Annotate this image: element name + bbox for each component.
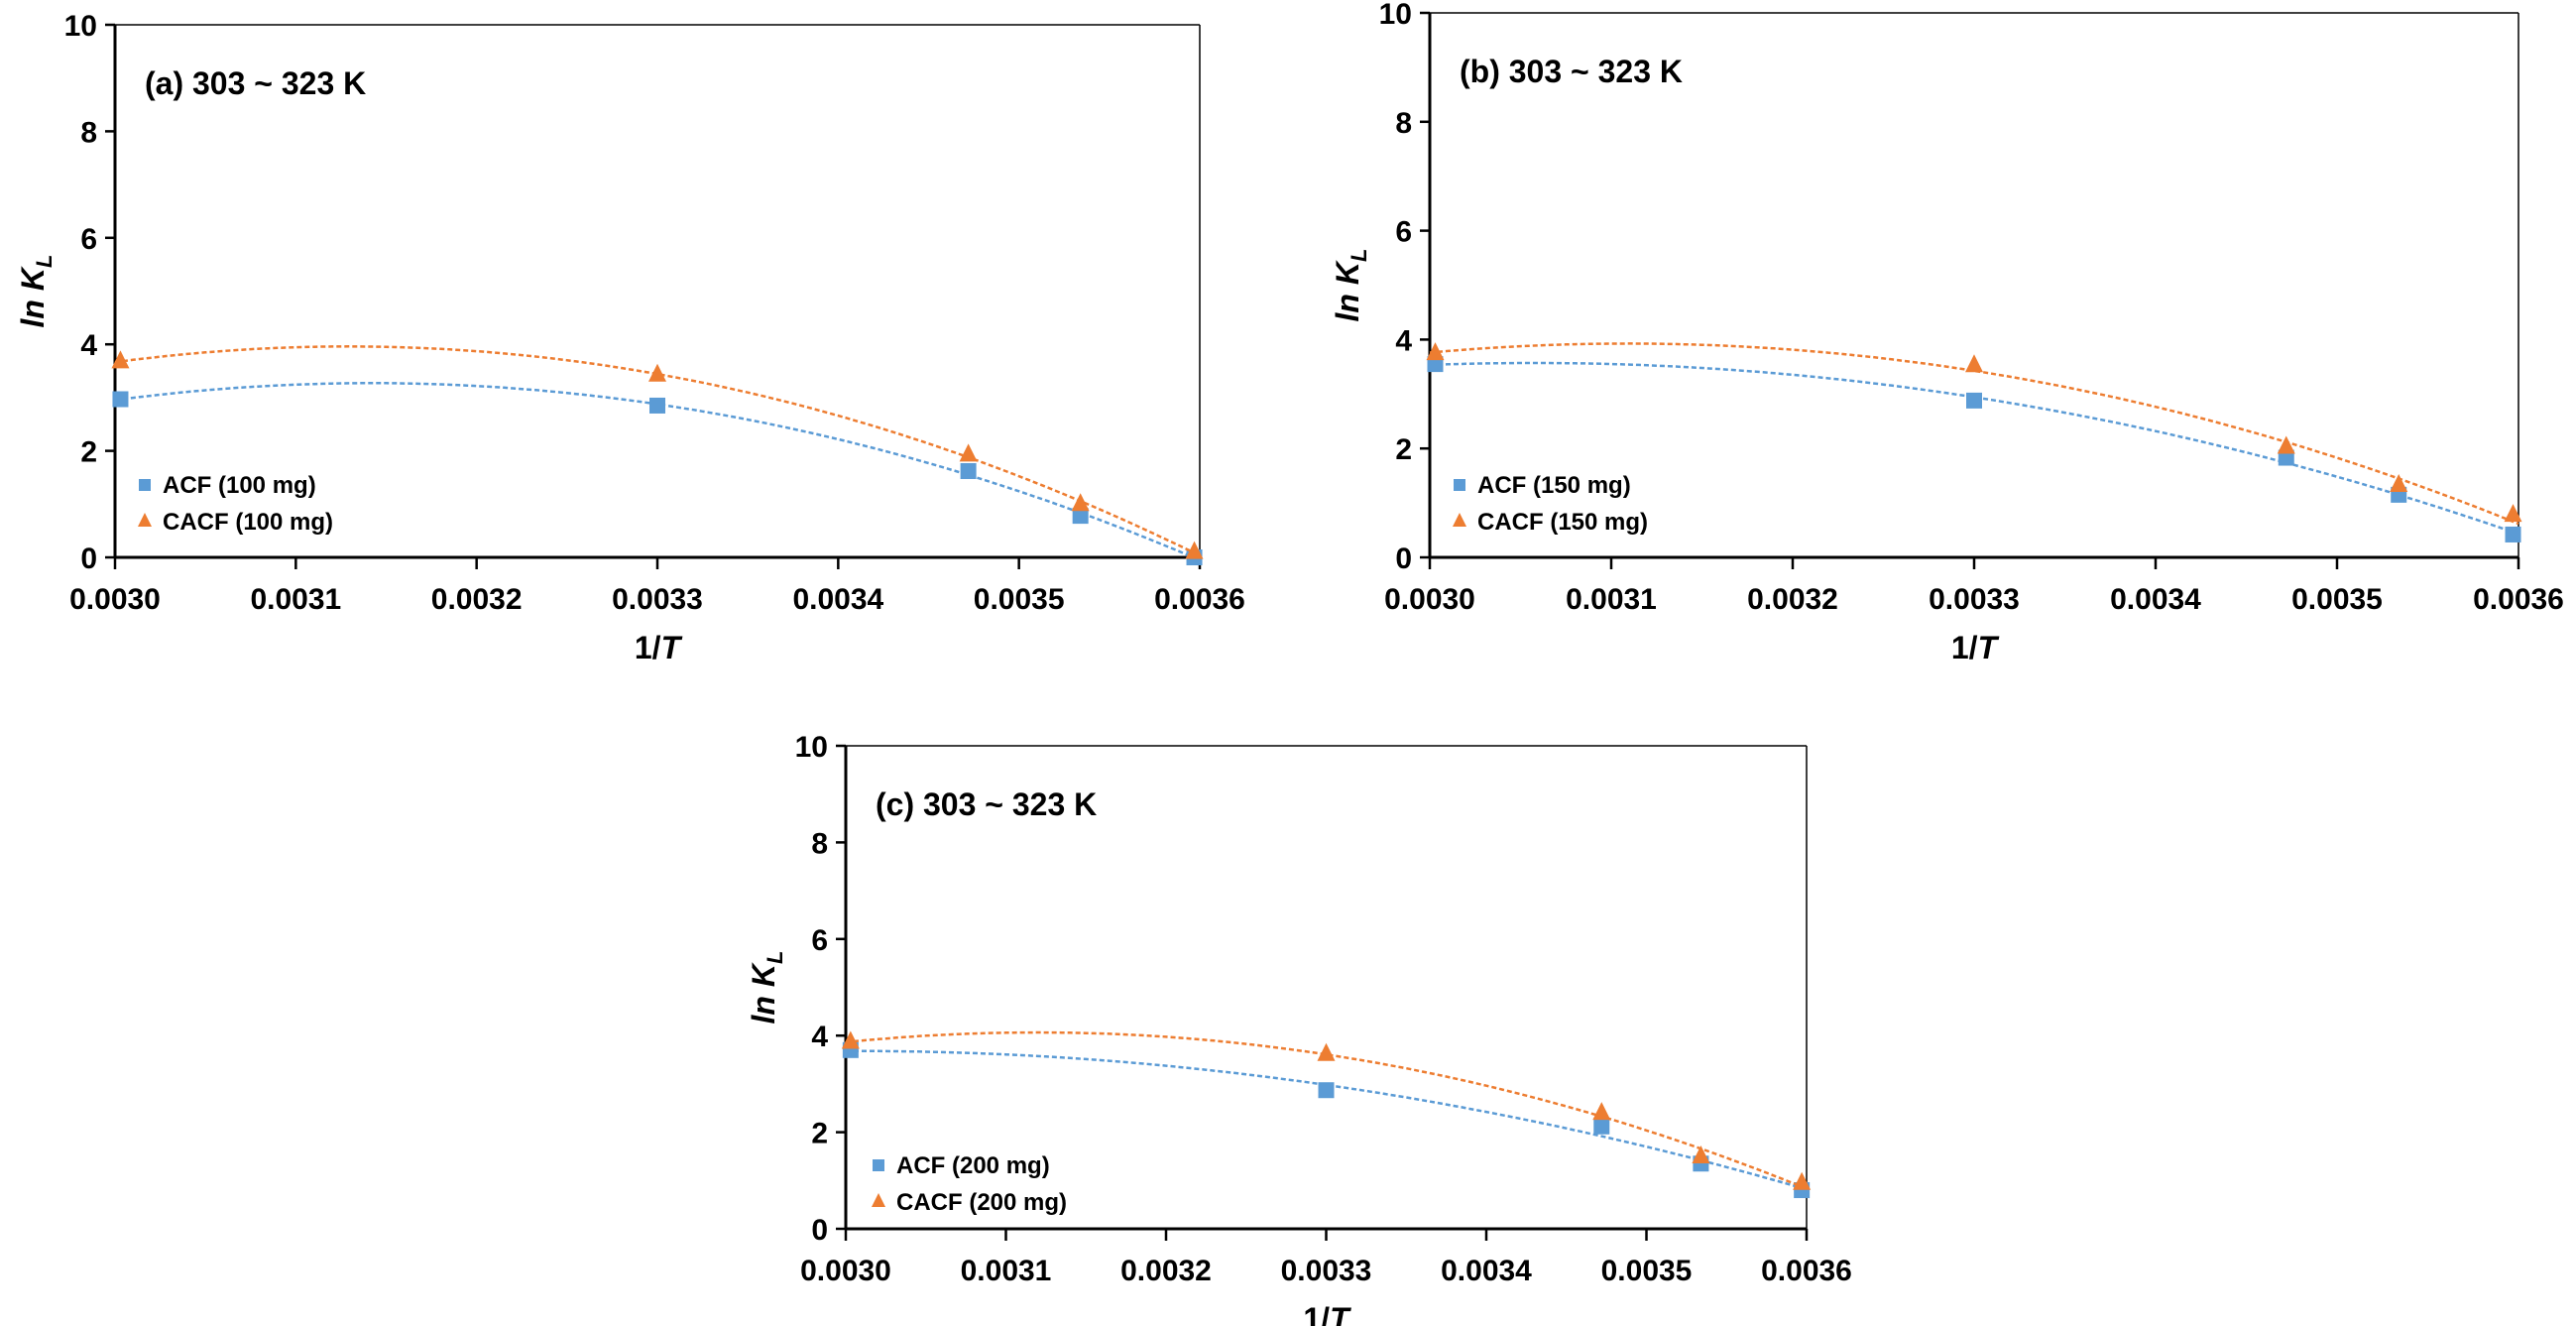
trendline-triangle [845,1030,1808,1190]
panel-title: (b) 303 ~ 323 K [1460,54,1683,89]
data-point-square [1072,508,1089,525]
x-tick-label: 0.0031 [250,583,341,616]
y-tick-label: 6 [811,924,828,957]
y-tick-label: 10 [64,10,97,43]
x-tick-label: 0.0036 [1761,1255,1852,1287]
data-point-triangle [1965,354,1983,373]
x-tick-label: 0.0033 [1281,1255,1372,1287]
legend-label: CACF (150 mg) [1477,509,1648,536]
y-tick-label: 10 [795,731,828,764]
legend-marker-triangle [138,513,152,527]
data-point-square [649,397,665,414]
data-point-square [1966,392,1982,409]
data-point-triangle [1426,342,1445,361]
y-tick-label: 2 [80,436,97,469]
y-tick-label: 4 [811,1021,828,1053]
panel-c: 0 2 4 6 8 10 0.0030 0.0031 0.0032 0.0033 0.0034 0.0… [746,731,1852,1326]
x-tick-label: 0.0032 [1120,1255,1212,1287]
y-tick-label: 2 [1395,433,1412,466]
y-tick-label: 8 [1395,107,1412,140]
x-axis-title: 1/T [635,630,683,665]
x-tick-label: 0.0034 [2110,583,2201,616]
panel-b: 0 2 4 6 8 10 0.0030 0.0031 0.0032 0.0033 0.0034 0.0… [1330,0,2564,665]
y-axis-title: ln KL [15,255,57,328]
x-tick-label: 0.0032 [1747,583,1838,616]
y-tick-label: 0 [811,1214,828,1247]
x-tick-label: 0.0036 [2473,583,2564,616]
data-point-triangle [1185,541,1204,559]
legend-marker-triangle [1453,513,1466,527]
legend-label: CACF (200 mg) [896,1189,1067,1216]
legend-marker-square [1454,479,1465,491]
x-axis-title: 1/T [1951,630,2000,665]
data-point-triangle [111,350,130,369]
data-point-triangle [1793,1171,1812,1190]
legend-label: ACF (100 mg) [163,472,316,499]
y-tick-label: 8 [811,827,828,860]
data-point-square [1318,1082,1335,1099]
x-tick-label: 0.0034 [1441,1255,1532,1287]
y-tick-label: 2 [811,1118,828,1150]
data-point-triangle [2277,435,2295,454]
x-tick-label: 0.0034 [792,583,883,616]
x-tick-label: 0.0033 [1929,583,2020,616]
x-tick-label: 0.0030 [69,583,161,616]
x-tick-label: 0.0033 [612,583,703,616]
data-point-triangle [2390,473,2408,492]
data-point-triangle [1071,493,1090,512]
x-tick-label: 0.0035 [2291,583,2383,616]
panel-title: (c) 303 ~ 323 K [876,786,1097,822]
x-tick-label: 0.0030 [1384,583,1475,616]
y-tick-label: 4 [80,329,97,362]
trendline-triangle [114,345,1201,557]
trendline-square [846,1049,1808,1191]
legend-label: ACF (150 mg) [1477,472,1631,499]
y-axis-title: ln KL [746,951,787,1025]
data-point-square [112,391,129,408]
legend-label: ACF (200 mg) [896,1152,1050,1179]
legend-marker-triangle [872,1193,885,1207]
y-tick-label: 4 [1395,324,1412,357]
x-tick-label: 0.0031 [961,1255,1052,1287]
y-tick-label: 10 [1379,0,1412,31]
legend-marker-square [873,1159,884,1171]
panel-title: (a) 303 ~ 323 K [145,65,366,101]
x-tick-label: 0.0035 [1601,1255,1693,1287]
data-point-triangle [1317,1042,1336,1061]
x-tick-label: 0.0035 [974,583,1065,616]
y-tick-label: 0 [80,542,97,575]
y-axis-title: ln KL [1330,249,1371,322]
data-point-triangle [841,1030,860,1049]
legend-label: CACF (100 mg) [163,509,333,536]
x-tick-label: 0.0031 [1566,583,1657,616]
data-point-triangle [648,363,666,382]
data-point-triangle [1592,1102,1611,1121]
x-tick-label: 0.0030 [800,1255,891,1287]
y-tick-label: 0 [1395,542,1412,575]
legend-marker-square [139,479,151,491]
y-tick-label: 6 [80,223,97,256]
data-point-triangle [2504,504,2522,523]
y-tick-label: 8 [80,116,97,149]
x-axis-title: 1/T [1303,1301,1351,1326]
x-tick-label: 0.0036 [1154,583,1245,616]
data-point-square [2505,526,2521,542]
x-tick-label: 0.0032 [431,583,523,616]
data-point-square [960,463,977,480]
panel-a: 0 2 4 6 8 10 0.0030 0.0031 0.0032 0.0033 0.0034 0.0… [15,10,1245,665]
data-point-triangle [1692,1145,1710,1163]
y-tick-label: 6 [1395,216,1412,249]
data-point-square [1593,1118,1610,1135]
data-point-triangle [959,443,978,462]
